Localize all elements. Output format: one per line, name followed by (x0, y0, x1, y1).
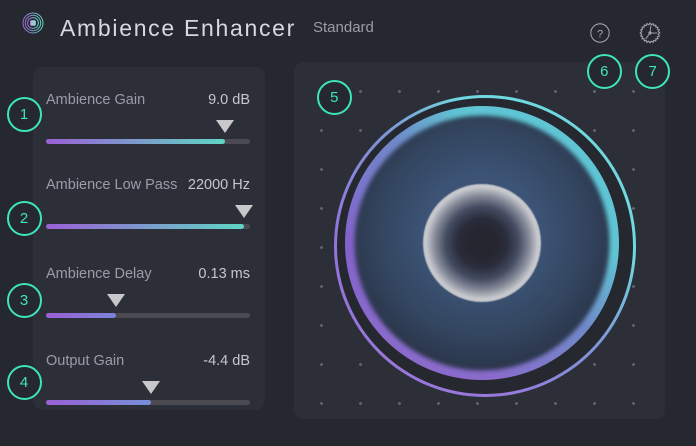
svg-text:?: ? (597, 28, 603, 40)
